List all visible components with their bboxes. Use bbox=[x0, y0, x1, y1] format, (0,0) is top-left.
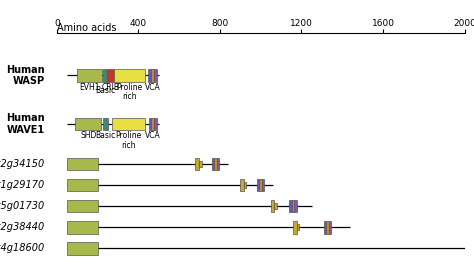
Bar bbox=[154, 69, 157, 82]
Text: Amino acids: Amino acids bbox=[57, 23, 123, 33]
Bar bbox=[329, 221, 331, 234]
Bar bbox=[151, 69, 154, 82]
Bar bbox=[240, 179, 244, 191]
Bar bbox=[108, 69, 114, 82]
Bar bbox=[111, 117, 145, 130]
Bar bbox=[212, 158, 214, 170]
Bar bbox=[274, 203, 277, 209]
Bar bbox=[293, 221, 297, 234]
Bar bbox=[67, 221, 98, 234]
Bar bbox=[148, 117, 152, 130]
Text: CRIB: CRIB bbox=[102, 83, 120, 92]
Text: Basic: Basic bbox=[95, 131, 116, 140]
Text: Human
WASP: Human WASP bbox=[6, 65, 45, 86]
Bar bbox=[67, 158, 98, 170]
Bar bbox=[289, 200, 292, 212]
Bar bbox=[77, 69, 102, 82]
Bar bbox=[256, 179, 259, 191]
Text: At2g38440: At2g38440 bbox=[0, 222, 45, 232]
Bar bbox=[297, 224, 300, 230]
Bar bbox=[214, 158, 217, 170]
Bar bbox=[75, 117, 101, 130]
Text: Proline
rich: Proline rich bbox=[115, 131, 141, 150]
Text: Basic: Basic bbox=[95, 86, 116, 95]
Text: EVH1: EVH1 bbox=[79, 83, 100, 92]
Text: VCA: VCA bbox=[145, 131, 161, 140]
Bar bbox=[152, 117, 155, 130]
Bar bbox=[292, 200, 294, 212]
Bar bbox=[294, 200, 297, 212]
Bar bbox=[148, 69, 151, 82]
Bar bbox=[67, 200, 98, 212]
Text: VCA: VCA bbox=[145, 83, 160, 92]
Text: At5g01730: At5g01730 bbox=[0, 201, 45, 211]
Text: At2g34150: At2g34150 bbox=[0, 159, 45, 169]
Bar bbox=[259, 179, 262, 191]
Bar bbox=[199, 161, 202, 167]
Bar bbox=[217, 158, 219, 170]
Bar bbox=[103, 117, 108, 130]
Bar bbox=[103, 69, 108, 82]
Text: Proline
rich: Proline rich bbox=[116, 83, 143, 101]
Bar bbox=[324, 221, 326, 234]
Bar bbox=[244, 182, 246, 188]
Bar bbox=[67, 242, 98, 255]
Bar bbox=[155, 117, 157, 130]
Bar bbox=[195, 158, 199, 170]
Bar bbox=[114, 69, 145, 82]
Bar bbox=[271, 200, 274, 212]
Text: SHD: SHD bbox=[80, 131, 96, 140]
Bar bbox=[326, 221, 329, 234]
Text: At1g29170: At1g29170 bbox=[0, 180, 45, 190]
Text: Human
WAVE1: Human WAVE1 bbox=[6, 113, 45, 135]
Bar bbox=[67, 179, 98, 191]
Bar bbox=[262, 179, 264, 191]
Text: At4g18600: At4g18600 bbox=[0, 243, 45, 253]
